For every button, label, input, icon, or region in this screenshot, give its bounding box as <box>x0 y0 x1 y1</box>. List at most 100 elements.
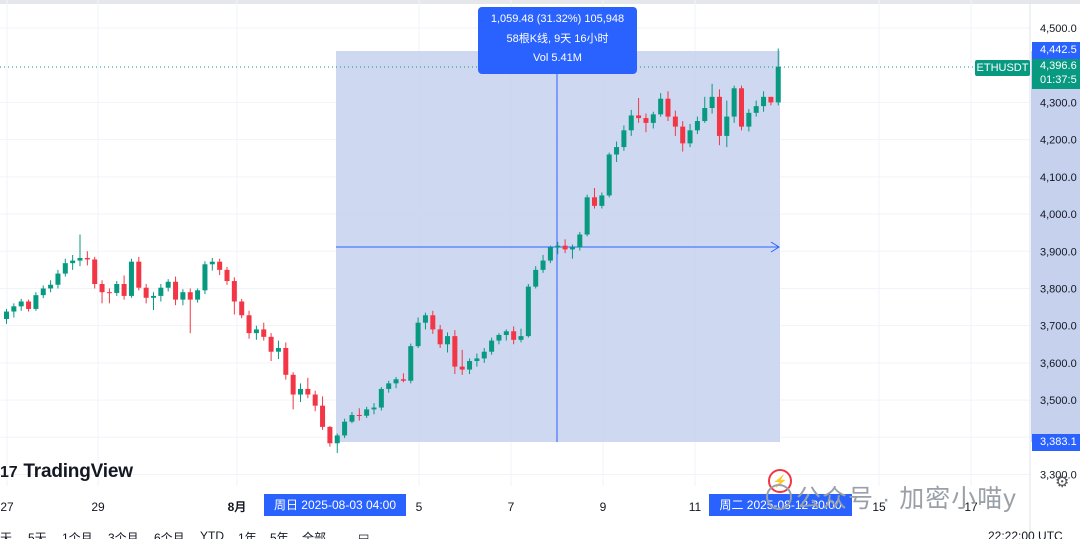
candle-body <box>445 336 450 345</box>
candle <box>26 299 32 312</box>
candle-body <box>298 388 303 395</box>
candle-body <box>187 292 193 300</box>
candle <box>621 125 627 151</box>
candle-body <box>437 329 443 345</box>
candle <box>746 109 752 132</box>
candle-body <box>327 426 333 444</box>
candle <box>320 396 326 430</box>
candle <box>650 111 656 129</box>
range-high-price: 4,442.5 <box>1032 42 1080 59</box>
candle-body <box>48 284 54 289</box>
candle <box>599 192 605 209</box>
bottom-toolbar: 天 5天 1个月 3个月 6个月 YTD 1年 5年 全部 ▭ 22:22:00… <box>0 528 1080 539</box>
time-tick-label: 8月 <box>228 500 247 514</box>
time-tick-label: 7 <box>508 500 515 514</box>
candle-body <box>474 358 480 362</box>
watermark-text: 公众号 · 加密小喵y <box>796 485 1017 513</box>
range-5d-button[interactable]: 5天 <box>28 531 47 539</box>
range-3m-button[interactable]: 3个月 <box>108 531 139 539</box>
range-1d-button[interactable]: 天 <box>0 531 13 539</box>
candle <box>77 234 83 267</box>
candle-body <box>231 281 237 302</box>
candle-body <box>739 88 744 127</box>
time-tick-label: 15 <box>872 500 886 514</box>
range-1m-button[interactable]: 1个月 <box>62 531 93 539</box>
candle <box>121 275 127 300</box>
range-all-button[interactable]: 全部 <box>302 531 327 539</box>
measure-arrow <box>770 241 780 253</box>
candle <box>753 100 759 117</box>
candle-body <box>121 284 127 296</box>
candle-body <box>261 329 267 337</box>
candle-body <box>768 96 774 103</box>
candle-body <box>621 130 627 148</box>
candle <box>253 325 259 340</box>
candle-body <box>202 264 208 291</box>
candle <box>459 349 465 375</box>
candle <box>334 433 340 453</box>
time-tick-label: 11 <box>689 500 702 514</box>
candle-body <box>636 115 642 119</box>
candle-body <box>430 315 436 330</box>
candle <box>731 85 737 123</box>
candle <box>312 390 318 412</box>
utc-clock[interactable]: 22:22:00 UTC <box>988 529 1063 539</box>
tradingview-logo[interactable]: 17 TradingView <box>0 461 133 483</box>
range-5y-button[interactable]: 5年 <box>270 531 289 539</box>
candle-body <box>84 257 90 260</box>
candle-body <box>731 88 737 117</box>
candle <box>217 258 223 276</box>
candle <box>84 251 90 266</box>
candle <box>386 380 392 393</box>
candle-body <box>709 96 715 109</box>
time-tick-label: 29 <box>91 500 105 514</box>
candle-body <box>577 234 583 248</box>
candle-body <box>569 247 575 250</box>
candle <box>209 257 215 271</box>
candle-body <box>489 340 495 352</box>
candle-body <box>511 331 517 340</box>
candle <box>467 358 473 375</box>
price-tick-label: 3,600.0 <box>1040 358 1077 370</box>
candle-body <box>606 154 612 196</box>
candle <box>606 152 612 198</box>
candle-body <box>151 295 156 298</box>
candle <box>55 269 61 289</box>
candle-body <box>165 281 171 288</box>
candle-body <box>114 284 120 293</box>
candle-body <box>761 96 767 107</box>
measure-bars: 58根K线, 9天 16小时 <box>506 32 609 45</box>
symbol-badge: ETHUSDT <box>975 60 1030 76</box>
time-tick-label: 5 <box>416 500 423 514</box>
range-1y-button[interactable]: 1年 <box>238 531 257 539</box>
candle <box>92 256 98 289</box>
candle-body <box>628 115 634 131</box>
candle <box>342 418 348 439</box>
candle-body <box>547 247 553 261</box>
candle <box>592 188 597 209</box>
candle <box>422 312 428 330</box>
price-tick-label: 3,800.0 <box>1040 283 1077 295</box>
candle-body <box>217 261 223 270</box>
candle <box>474 353 480 367</box>
range-6m-button[interactable]: 6个月 <box>154 531 185 539</box>
date-range-icon[interactable]: ▭ <box>358 529 370 539</box>
candle <box>128 258 134 298</box>
candle-body <box>195 290 201 300</box>
candle <box>584 194 590 237</box>
settings-icon[interactable]: ⚙ <box>1055 474 1070 491</box>
candle <box>408 343 414 384</box>
candle-body <box>158 287 164 296</box>
candle <box>239 298 245 319</box>
candle-body <box>342 421 348 436</box>
range-ytd-button[interactable]: YTD <box>200 529 224 539</box>
candle-body <box>92 259 98 285</box>
candle <box>275 340 281 360</box>
candle <box>680 121 686 152</box>
last-price-value: 4,396.6 <box>1040 60 1077 72</box>
candle <box>143 284 149 304</box>
candle-body <box>4 311 9 319</box>
candle-body <box>525 286 531 337</box>
candle-body <box>518 336 524 340</box>
